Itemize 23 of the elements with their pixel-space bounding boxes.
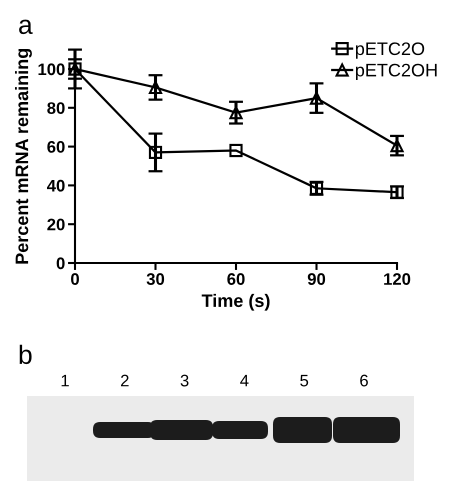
x-axis-title: Time (s) — [202, 294, 270, 311]
text: a — [19, 20, 33, 34]
legend-label: pETC2OH — [356, 64, 437, 80]
text: 1 — [62, 374, 69, 386]
y-tick-label: 40 — [46, 180, 65, 192]
text: 5 — [300, 374, 308, 386]
text: b — [20, 344, 32, 364]
y-tick-label: 80 — [47, 102, 65, 114]
text: 4 — [240, 374, 249, 386]
text: 6 — [360, 374, 368, 386]
x-tick-label: 90 — [308, 273, 326, 285]
y-tick-label: 20 — [47, 218, 65, 230]
x-tick-label: 30 — [146, 273, 164, 285]
y-axis-title: Percent mRNA remaining — [15, 48, 32, 264]
x-tick-label: 120 — [384, 273, 410, 285]
x-tick-label: 0 — [71, 273, 79, 285]
y-tick-label: 100 — [38, 63, 65, 76]
text: 3 — [180, 374, 188, 386]
legend-label: pETC2O — [356, 42, 424, 59]
y-tick-label: 60 — [47, 141, 65, 153]
y-tick-label: 0 — [56, 257, 65, 270]
text: 2 — [121, 374, 129, 386]
x-tick-label: 60 — [227, 273, 245, 285]
